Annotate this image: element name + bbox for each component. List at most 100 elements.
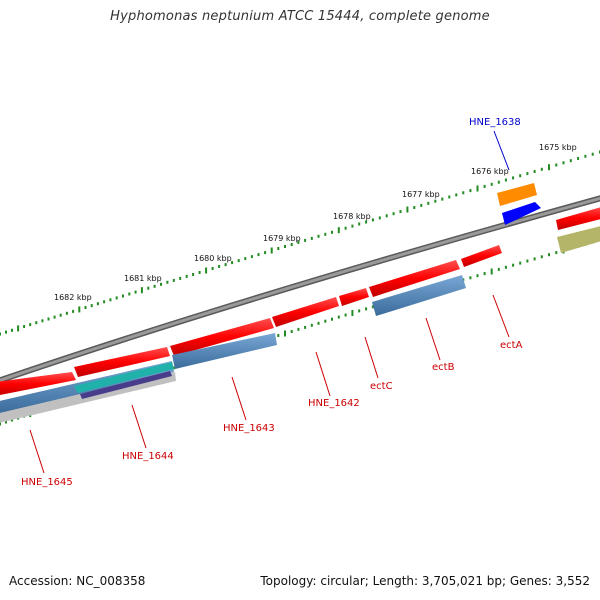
major-tick [78, 306, 81, 313]
minor-tick [569, 159, 572, 163]
map-title: Hyphomonas neptunium ATCC 15444, complet… [110, 9, 490, 24]
minor-tick [0, 332, 1, 336]
minor-tick [497, 180, 500, 184]
minor-tick [128, 292, 131, 296]
minor-tick [11, 328, 13, 332]
gene-label-ecta[interactable]: ectA [500, 340, 523, 351]
minor-tick [462, 191, 465, 195]
gene-labels: HNE_1638 ectA ectB ectC HNE_1642 HNE_164… [21, 117, 523, 488]
minor-tick [250, 255, 253, 259]
minor-tick [284, 245, 286, 248]
minor-tick [434, 199, 437, 203]
minor-tick [72, 309, 75, 313]
minor-tick [147, 286, 150, 290]
major-tick [140, 287, 143, 294]
cds-ecta[interactable] [461, 245, 502, 267]
minor-tick [310, 323, 313, 327]
minor-tick [317, 321, 320, 325]
feature-blue-mid[interactable] [172, 333, 277, 369]
minor-tick [310, 236, 313, 240]
kbp-label: 1676 kbp [471, 167, 509, 176]
minor-tick [548, 253, 550, 257]
minor-tick [371, 218, 374, 222]
minor-tick [591, 152, 594, 156]
major-tick [270, 247, 273, 254]
minor-tick [277, 247, 280, 250]
minor-tick [358, 222, 361, 226]
minor-tick [90, 304, 93, 308]
gene-label-hne-1645[interactable]: HNE_1645 [21, 477, 73, 488]
feature-dark-slate[interactable] [80, 371, 172, 399]
minor-tick [365, 307, 368, 311]
feature-blue-ectb[interactable] [372, 275, 466, 316]
feature-olive[interactable] [557, 225, 600, 253]
minor-tick [211, 267, 214, 270]
minor-tick [497, 267, 500, 271]
major-tick [337, 227, 340, 234]
feature-orange[interactable] [497, 183, 537, 206]
feature-teal[interactable] [74, 362, 174, 393]
minor-tick [351, 224, 354, 228]
minor-tick [166, 280, 169, 284]
gene-label-hne-1644[interactable]: HNE_1644 [122, 451, 174, 462]
accession-text: Accession: NC_008358 [9, 574, 146, 588]
major-tick [205, 267, 208, 274]
cds-ectc[interactable] [339, 288, 369, 306]
minor-tick [0, 422, 1, 426]
minor-tick [331, 317, 333, 321]
minor-tick [519, 261, 522, 265]
gene-label-hne-1642[interactable]: HNE_1642 [308, 398, 360, 409]
minor-tick [244, 257, 247, 261]
cds-hne-1645[interactable] [0, 372, 76, 396]
minor-tick [413, 206, 416, 209]
cds-hne-1643[interactable] [170, 318, 274, 356]
major-tick [351, 310, 354, 316]
minor-tick [192, 273, 195, 276]
minor-tick [469, 276, 472, 280]
minor-tick [540, 255, 543, 259]
minor-tick [483, 184, 486, 188]
minor-tick [344, 226, 347, 230]
minor-tick [109, 298, 112, 302]
kbp-label: 1677 kbp [402, 190, 440, 199]
minor-tick [504, 178, 507, 182]
minor-tick [179, 276, 182, 280]
minor-tick [427, 201, 430, 205]
minor-tick [29, 323, 32, 327]
kbp-labels: 1675 kbp 1676 kbp 1677 kbp 1678 kbp 1679… [54, 143, 577, 302]
outer-feature-track [497, 183, 541, 225]
minor-tick [512, 263, 515, 267]
outer-tick-row [0, 150, 600, 336]
minor-tick [96, 302, 99, 306]
minor-tick [134, 290, 137, 294]
gene-label-ectc[interactable]: ectC [370, 381, 393, 392]
kbp-label: 1679 kbp [263, 234, 301, 243]
cds-ectb[interactable] [369, 260, 460, 297]
gene-label-ectb[interactable]: ectB [432, 362, 455, 373]
minor-tick [365, 220, 368, 224]
gene-label-hne-1638[interactable]: HNE_1638 [469, 117, 521, 128]
minor-tick [555, 251, 558, 255]
genome-backbone [0, 195, 600, 384]
minor-tick [290, 330, 293, 333]
minor-tick [519, 174, 522, 178]
minor-tick [441, 197, 444, 201]
minor-tick [198, 271, 201, 274]
kbp-label: 1675 kbp [539, 143, 577, 152]
kbp-label: 1678 kbp [333, 212, 371, 221]
inner-feature-track [0, 225, 600, 423]
cds-hne-1642[interactable] [272, 297, 339, 327]
feature-blue-hne-1638[interactable] [502, 202, 541, 225]
cds-right-edge[interactable] [556, 206, 600, 230]
minor-tick [448, 195, 451, 199]
major-tick [406, 206, 409, 213]
minor-tick [257, 253, 260, 257]
minor-tick [231, 261, 234, 265]
cds-hne-1644[interactable] [74, 347, 170, 377]
minor-tick [185, 274, 188, 278]
gene-label-hne-1643[interactable]: HNE_1643 [223, 423, 275, 434]
minor-tick [555, 163, 558, 167]
minor-tick [533, 257, 536, 261]
minor-tick [297, 240, 300, 244]
minor-tick [304, 325, 307, 329]
